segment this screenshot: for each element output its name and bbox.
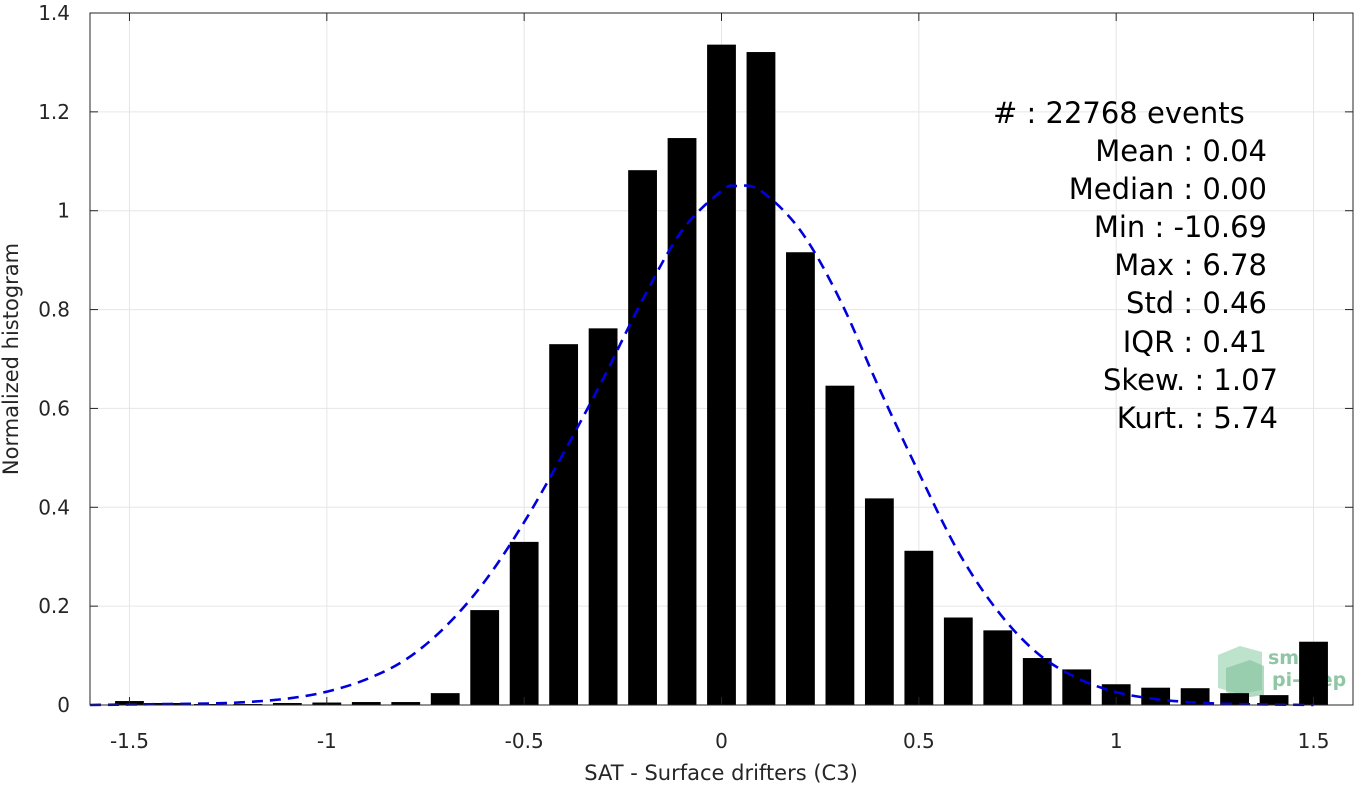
histogram-bar	[904, 550, 934, 705]
histogram-bar	[825, 385, 855, 705]
normal-fit-curve	[89, 184, 1314, 707]
histogram-bar	[1259, 695, 1289, 705]
stat-iqr: IQR : 0.41	[1123, 325, 1267, 359]
histogram-bar	[1141, 687, 1171, 705]
x-tick-label: 1	[1110, 729, 1123, 753]
x-axis-label: SAT - Surface drifters (C3)	[584, 761, 858, 785]
y-axis-ticks: 0 0.2 0.4 0.6 0.8 1 1.2 1.4	[38, 1, 1353, 717]
x-tick-label: -1.5	[110, 729, 149, 753]
histogram-bar	[746, 52, 776, 705]
histogram-bar	[1022, 658, 1052, 705]
histogram-bar	[667, 138, 697, 705]
x-tick-label: -1	[317, 729, 337, 753]
histogram-bar	[588, 328, 618, 705]
histogram-bar	[430, 693, 460, 705]
histogram-bar	[786, 252, 815, 705]
histogram-bar	[351, 702, 381, 705]
histogram-bar	[1220, 693, 1249, 705]
stat-kurt: Kurt. : 5.74	[1117, 401, 1278, 435]
stat-count: # : 22768 events	[993, 96, 1245, 130]
histogram-bar	[943, 617, 973, 705]
x-tick-label: -0.5	[505, 729, 544, 753]
histogram-bar	[272, 703, 302, 705]
histogram-bar	[628, 170, 657, 705]
y-tick-label: 1	[57, 199, 70, 223]
histogram-bar	[1062, 669, 1092, 705]
stat-std: Std : 0.46	[1126, 286, 1267, 320]
stat-median: Median : 0.00	[1069, 172, 1267, 206]
x-axis-ticks: -1.5 -1 -0.5 0 0.5 1 1.5	[110, 13, 1329, 753]
y-tick-label: 0	[57, 693, 70, 717]
histogram-bar	[549, 344, 579, 705]
stat-max: Max : 6.78	[1114, 248, 1267, 282]
stat-skew: Skew. : 1.07	[1103, 363, 1278, 397]
y-tick-label: 0.8	[38, 298, 70, 322]
histogram-bar	[983, 630, 1013, 705]
histogram-bar	[509, 541, 539, 705]
histogram-bar	[470, 610, 500, 705]
histogram-bar	[864, 498, 894, 705]
statistics-box: # : 22768 events Mean : 0.04 Median : 0.…	[993, 96, 1278, 435]
histogram-bar	[1299, 641, 1328, 705]
stat-mean: Mean : 0.04	[1095, 134, 1267, 168]
y-axis-label: Normalized histogram	[0, 243, 23, 475]
y-tick-label: 1.4	[38, 1, 70, 25]
histogram-bar	[391, 702, 421, 705]
histogram-bar	[707, 44, 736, 706]
y-tick-label: 1.2	[38, 100, 70, 124]
histogram-bar	[1101, 684, 1131, 705]
x-tick-label: 1.5	[1298, 729, 1330, 753]
y-tick-label: 0.2	[38, 594, 70, 618]
stat-min: Min : -10.69	[1094, 210, 1267, 244]
x-tick-label: 0	[715, 729, 728, 753]
x-tick-label: 0.5	[903, 729, 935, 753]
y-tick-label: 0.4	[38, 495, 70, 519]
y-tick-label: 0.6	[38, 396, 70, 420]
